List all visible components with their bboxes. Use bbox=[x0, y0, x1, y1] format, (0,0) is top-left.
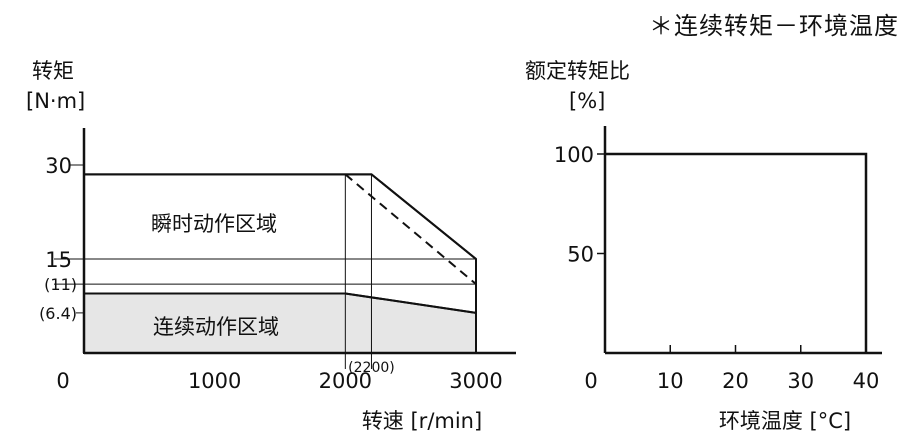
x-tick-label-1000: 1000 bbox=[188, 369, 241, 393]
continuous-limit-line bbox=[84, 292, 477, 314]
y-tick-label-100: 100 bbox=[554, 143, 594, 167]
y-axis-title: 转矩 bbox=[32, 59, 74, 83]
y-tick-label-11: (11) bbox=[44, 275, 77, 294]
y-axis-title: 额定转矩比 bbox=[525, 59, 630, 83]
x-tick-label-0: 0 bbox=[56, 369, 69, 393]
y-tick-label-6-4: (6.4) bbox=[39, 304, 77, 323]
continuous-torque-note: ＊连续转矩－环境温度 bbox=[649, 12, 899, 40]
y-tick-label-15: 15 bbox=[45, 248, 72, 272]
x-tick-label-2000: 2000 bbox=[319, 369, 372, 393]
x-tick-label-0: 0 bbox=[584, 369, 597, 393]
region-label-continuous: 连续动作区域 bbox=[153, 315, 279, 339]
rated-torque-ratio-line bbox=[605, 152, 868, 353]
torque-ratio-temperature-chart: 100 50 0 10 20 30 40 额定转矩比 [%] 环境温度 [°C] bbox=[525, 59, 882, 433]
x-tick-label-10: 10 bbox=[657, 369, 684, 393]
y-tick-label-50: 50 bbox=[567, 243, 594, 267]
dashed-limit-line bbox=[344, 173, 477, 285]
y-axis-unit: [N·m] bbox=[26, 89, 85, 113]
x-tick-label-20: 20 bbox=[722, 369, 749, 393]
momentary-limit-line bbox=[84, 173, 477, 260]
x-axis-title: 转速 [r/min] bbox=[362, 409, 482, 433]
y-tick-label-30: 30 bbox=[45, 154, 72, 178]
y-axis-unit: [%] bbox=[569, 89, 605, 113]
x-tick-label-30: 30 bbox=[787, 369, 814, 393]
x-tick-label-40: 40 bbox=[853, 369, 880, 393]
x-axis-title: 环境温度 [°C] bbox=[719, 409, 851, 433]
x-tick-label-3000: 3000 bbox=[449, 369, 502, 393]
region-label-momentary: 瞬时动作区域 bbox=[151, 212, 277, 236]
x-annotation-2200: (2200) bbox=[348, 360, 395, 376]
